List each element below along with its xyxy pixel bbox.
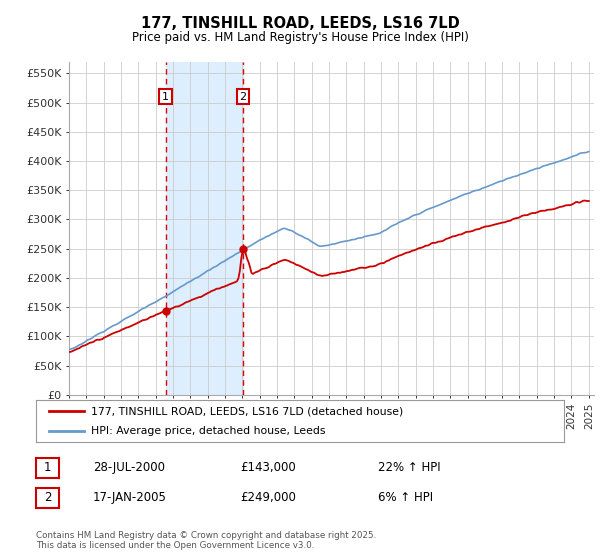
Text: 2: 2 — [44, 491, 51, 505]
Text: HPI: Average price, detached house, Leeds: HPI: Average price, detached house, Leed… — [91, 426, 326, 436]
Text: 1: 1 — [44, 461, 51, 474]
Text: 1: 1 — [162, 92, 169, 102]
Text: 22% ↑ HPI: 22% ↑ HPI — [378, 461, 440, 474]
Text: 17-JAN-2005: 17-JAN-2005 — [93, 491, 167, 505]
Text: 28-JUL-2000: 28-JUL-2000 — [93, 461, 165, 474]
Text: 2: 2 — [239, 92, 247, 102]
Text: 177, TINSHILL ROAD, LEEDS, LS16 7LD (detached house): 177, TINSHILL ROAD, LEEDS, LS16 7LD (det… — [91, 407, 404, 416]
Text: 6% ↑ HPI: 6% ↑ HPI — [378, 491, 433, 505]
Text: £249,000: £249,000 — [240, 491, 296, 505]
Text: Contains HM Land Registry data © Crown copyright and database right 2025.
This d: Contains HM Land Registry data © Crown c… — [36, 531, 376, 550]
Text: 177, TINSHILL ROAD, LEEDS, LS16 7LD: 177, TINSHILL ROAD, LEEDS, LS16 7LD — [140, 16, 460, 31]
Text: £143,000: £143,000 — [240, 461, 296, 474]
Bar — [166, 62, 243, 395]
Text: Price paid vs. HM Land Registry's House Price Index (HPI): Price paid vs. HM Land Registry's House … — [131, 31, 469, 44]
